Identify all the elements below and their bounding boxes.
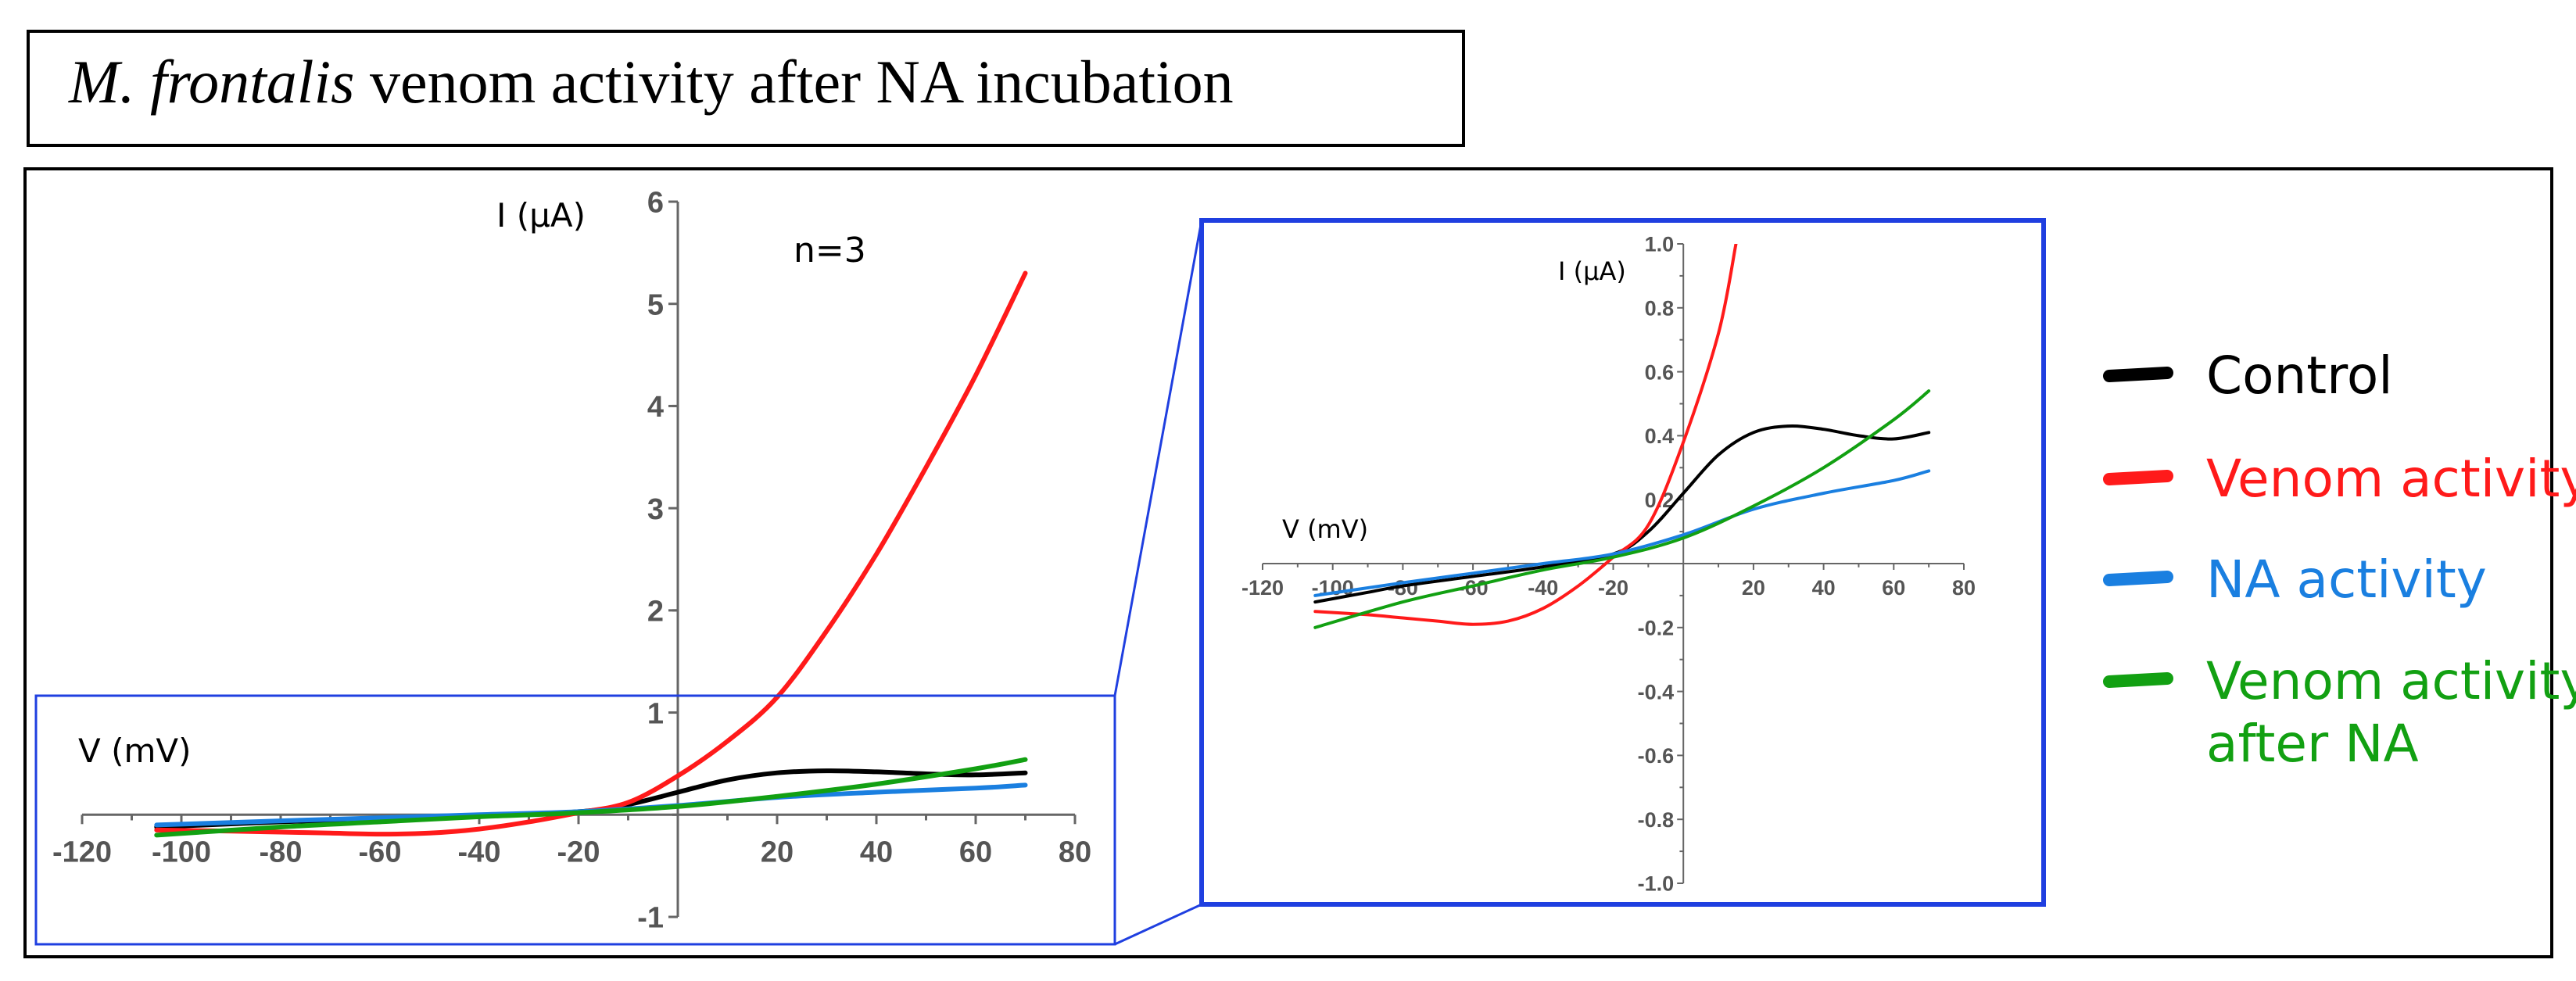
- x-tick-label: -40: [458, 836, 501, 868]
- inset-frame: [1199, 218, 2046, 907]
- series-line-venom-activity: [154, 270, 1028, 837]
- x-tick-label: 80: [1059, 836, 1091, 868]
- y-tick-label: 2: [647, 596, 664, 628]
- zoom-connectors: [34, 220, 1203, 946]
- x-tick-label: 20: [1742, 576, 1765, 600]
- y-tick-label: -1: [637, 902, 664, 935]
- y-tick-label: -0.6: [1638, 744, 1675, 768]
- series-line-venom-activity-after-na: [154, 757, 1028, 838]
- x-tick-label: -40: [1528, 576, 1558, 600]
- x-tick-label: -100: [152, 836, 211, 868]
- x-tick-label: 60: [1882, 576, 1905, 600]
- legend-swatch-2: [2103, 470, 2173, 485]
- y-axis-label: I (μA): [496, 196, 586, 235]
- legend-label-3: NA activity: [2206, 550, 2487, 610]
- y-tick-label: 3: [647, 493, 664, 526]
- title-box: M. frontalis venom activity after NA inc…: [27, 30, 1465, 147]
- x-axis-label: V (mV): [78, 732, 192, 770]
- y-axis-label: I (μA): [1558, 256, 1626, 286]
- y-tick-label: 4: [647, 391, 664, 424]
- zoom-connector-top: [1113, 220, 1203, 696]
- title-species: M. frontalis: [69, 48, 355, 116]
- zoom-connector-bottom: [1114, 903, 1202, 946]
- x-tick-label: -120: [52, 836, 112, 868]
- x-tick-label: -80: [260, 836, 303, 868]
- y-tick-label: -0.4: [1638, 680, 1675, 704]
- y-tick-label: -0.8: [1638, 808, 1675, 832]
- legend-swatch-4: [2103, 672, 2173, 688]
- x-tick-label: 40: [860, 836, 893, 868]
- y-tick-label: 0.6: [1645, 360, 1675, 384]
- series-line-venom-activity: [1313, 244, 1738, 626]
- series-line-na-activity: [154, 782, 1028, 828]
- y-tick-label: 0.4: [1645, 424, 1675, 448]
- x-tick-label: -120: [1241, 576, 1284, 600]
- x-tick-label: -60: [359, 836, 402, 868]
- figure-panel: [23, 167, 2553, 958]
- legend-swatch-1: [2103, 367, 2173, 382]
- x-axis-label: V (mV): [1282, 514, 1368, 544]
- x-tick-label: 20: [761, 836, 794, 868]
- y-tick-label: -1.0: [1638, 872, 1675, 896]
- chart-title: M. frontalis venom activity after NA inc…: [69, 47, 1234, 117]
- legend: Control Venom activity NA activity Venom ac…: [2103, 345, 2576, 774]
- x-tick-label: 80: [1952, 576, 1976, 600]
- legend-label-4-line2: after NA: [2206, 714, 2419, 774]
- series-line-venom-activity-after-na: [1313, 389, 1931, 629]
- y-tick-label: 1.0: [1645, 233, 1675, 256]
- x-tick-label: -20: [557, 836, 600, 868]
- legend-label-1: Control: [2206, 345, 2393, 406]
- y-tick-label: 1: [647, 697, 664, 730]
- y-tick-label: 5: [647, 288, 664, 321]
- title-rest: venom activity after NA incubation: [354, 48, 1234, 116]
- zoom-region-box: [34, 694, 1116, 946]
- legend-label-2: Venom activity: [2206, 449, 2576, 509]
- x-tick-label: -20: [1598, 576, 1628, 600]
- main-chart: -120 -100 -80 -60 -40 -20 20 40 60 80 -1 1 2 3 4 5 6 V (m…: [52, 187, 1091, 935]
- x-tick-label: 40: [1812, 576, 1836, 600]
- inset-chart: -120 -100 -80 -60 -40 -20 20 40 60 80-1.0-0.8-0.6…: [1199, 218, 2046, 907]
- y-tick-label: 6: [647, 187, 664, 220]
- y-tick-label: 0.8: [1645, 297, 1675, 320]
- sample-size-annotation: n=3: [794, 231, 866, 270]
- legend-label-4: Venom activity: [2206, 651, 2576, 711]
- series-line-control: [1313, 424, 1931, 604]
- x-tick-label: 60: [959, 836, 992, 868]
- series-line-na-activity: [1313, 469, 1931, 597]
- legend-swatch-3: [2103, 571, 2173, 586]
- y-tick-label: -0.2: [1638, 617, 1675, 640]
